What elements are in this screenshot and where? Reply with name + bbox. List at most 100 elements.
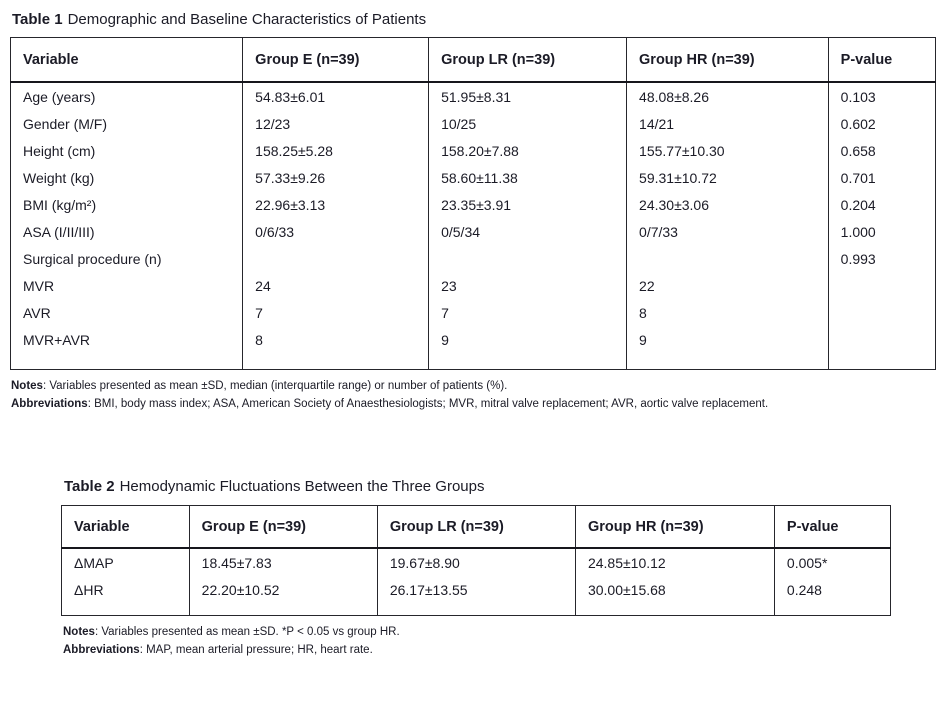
cell-group-e: 8 [242,326,429,370]
table1-header-cell: Group HR (n=39) [626,37,829,83]
cell-group-lr [428,245,627,272]
cell-group-lr: 10/25 [428,110,627,137]
table2-header-cell: Group HR (n=39) [574,505,775,549]
table2-notes-text: : Variables presented as mean ±SD. *P < … [94,626,400,638]
table-row: BMI (kg/m²) 22.96±3.13 23.35±3.91 24.30±… [11,191,936,218]
table-row: ΔMAP 18.45±7.83 19.67±8.90 24.85±10.12 0… [62,548,891,576]
table1-header-cell: Variable [9,37,243,83]
table2-notes: Notes: Variables presented as mean ±SD. … [63,623,936,659]
cell-p-value: 0.204 [827,191,936,218]
cell-p-value [827,299,936,326]
cell-group-hr: 155.77±10.30 [626,137,829,164]
cell-group-hr: 8 [626,299,829,326]
cell-group-hr: 24.85±10.12 [574,548,775,576]
table2-header-row: Variable Group E (n=39) Group LR (n=39) Gro… [61,505,891,549]
cell-variable: Gender (M/F) [23,115,108,132]
cell-group-hr: 0/7/33 [626,218,829,245]
cell-group-hr: 9 [626,326,829,370]
cell-group-e: 7 [242,299,429,326]
cell-group-lr: 58.60±11.38 [428,164,627,191]
table1-caption-label: Table 1 [12,11,63,28]
cell-p-value: 0.005* [773,548,891,576]
cell-p-value: 0.993 [827,245,936,272]
cell-group-hr: 14/21 [626,110,829,137]
table1: Variable Group E (n=39) Group LR (n=39) Gro… [9,37,936,370]
cell-group-lr: 158.20±7.88 [428,137,627,164]
cell-group-lr: 23 [428,272,627,299]
table2-body: ΔMAP 18.45±7.83 19.67±8.90 24.85±10.12 0… [62,548,891,616]
table1-abbreviations-label: Abbreviations [11,398,88,410]
table1-notes-text: : Variables presented as mean ±SD, media… [42,380,508,392]
table1-body: Age (years) 54.83±6.01 51.95±8.31 48.08±… [11,82,936,370]
table-row: AVR 7 7 8 [11,299,936,326]
cell-group-hr: 59.31±10.72 [626,164,829,191]
table2-header: Variable Group E (n=39) Group LR (n=39) Gro… [61,505,891,549]
table-row: Surgical procedure (n) 0.993 [11,245,936,272]
table2-header-cell: Group E (n=39) [188,505,378,549]
table-row: MVR+AVR 8 9 9 [11,326,936,370]
cell-group-e: 12/23 [242,110,429,137]
table1-header: Variable Group E (n=39) Group LR (n=39) Gro… [9,37,936,83]
cell-group-e: 54.83±6.01 [242,82,429,110]
cell-group-hr [626,245,829,272]
table-row: MVR 24 23 22 [11,272,936,299]
table1-header-cell: P-value [827,37,936,83]
cell-group-hr: 30.00±15.68 [574,576,775,616]
cell-p-value: 0.602 [827,110,936,137]
cell-group-lr: 0/5/34 [428,218,627,245]
cell-p-value: 0.658 [827,137,936,164]
table1-abbreviations-text: : BMI, body mass index; ASA, American So… [87,398,769,410]
table2-notes-line: Notes: Variables presented as mean ±SD. … [63,623,936,641]
cell-p-value: 0.701 [827,164,936,191]
cell-variable: Age (years) [23,88,96,105]
table2-notes-label: Notes [63,626,95,638]
table1-header-cell: Group E (n=39) [242,37,429,83]
table-row: ASA (I/II/III) 0/6/33 0/5/34 0/7/33 1.00… [11,218,936,245]
table2-header-cell: Variable [61,505,190,549]
table1-notes-line: Notes: Variables presented as mean ±SD, … [11,377,936,395]
cell-group-lr: 9 [428,326,627,370]
cell-group-e: 0/6/33 [242,218,429,245]
table2-caption-title: Hemodynamic Fluctuations Between the Thr… [119,478,485,495]
table-row: Gender (M/F) 12/23 10/25 14/21 0.602 [11,110,936,137]
cell-variable: AVR [23,304,51,321]
table1-notes-label: Notes [11,380,43,392]
table2-caption-label: Table 2 [64,478,115,495]
cell-group-e: 22.96±3.13 [242,191,429,218]
cell-group-lr: 26.17±13.55 [376,576,576,616]
cell-group-e: 22.20±10.52 [188,576,378,616]
cell-p-value [827,326,936,370]
cell-variable: Weight (kg) [23,169,95,186]
table1-header-row: Variable Group E (n=39) Group LR (n=39) Gro… [9,37,936,83]
cell-group-e: 57.33±9.26 [242,164,429,191]
table-row: Age (years) 54.83±6.01 51.95±8.31 48.08±… [11,82,936,110]
cell-group-e: 24 [242,272,429,299]
cell-group-e: 18.45±7.83 [188,548,378,576]
cell-group-hr: 24.30±3.06 [626,191,829,218]
cell-group-hr: 22 [626,272,829,299]
cell-group-e: 158.25±5.28 [242,137,429,164]
cell-p-value: 1.000 [827,218,936,245]
table2-header-cell: Group LR (n=39) [376,505,576,549]
cell-variable: Height (cm) [23,142,96,159]
cell-variable: MVR [23,277,55,294]
cell-variable: ΔMAP [74,554,114,571]
table-row: Height (cm) 158.25±5.28 158.20±7.88 155.… [11,137,936,164]
table1-section: Table 1 Demographic and Baseline Characte… [9,10,936,413]
table2-abbreviations-label: Abbreviations [63,644,140,656]
table2-caption: Table 2 Hemodynamic Fluctuations Between … [64,477,936,497]
cell-p-value: 0.248 [773,576,891,616]
cell-variable: BMI (kg/m²) [23,196,97,213]
table2-section: Table 2 Hemodynamic Fluctuations Between … [61,477,936,659]
table-row: Weight (kg) 57.33±9.26 58.60±11.38 59.31… [11,164,936,191]
table1-caption-title: Demographic and Baseline Characteristics… [67,11,427,28]
table1-abbreviations-line: Abbreviations: BMI, body mass index; ASA… [11,395,936,413]
cell-group-lr: 19.67±8.90 [376,548,576,576]
table1-notes: Notes: Variables presented as mean ±SD, … [11,377,936,413]
table1-caption: Table 1 Demographic and Baseline Characte… [12,10,936,30]
table2-abbreviations-text: : MAP, mean arterial pressure; HR, heart… [139,644,373,656]
table2-abbreviations-line: Abbreviations: MAP, mean arterial pressu… [63,641,936,659]
table2-header-cell: P-value [773,505,891,549]
table1-header-cell: Group LR (n=39) [428,37,627,83]
